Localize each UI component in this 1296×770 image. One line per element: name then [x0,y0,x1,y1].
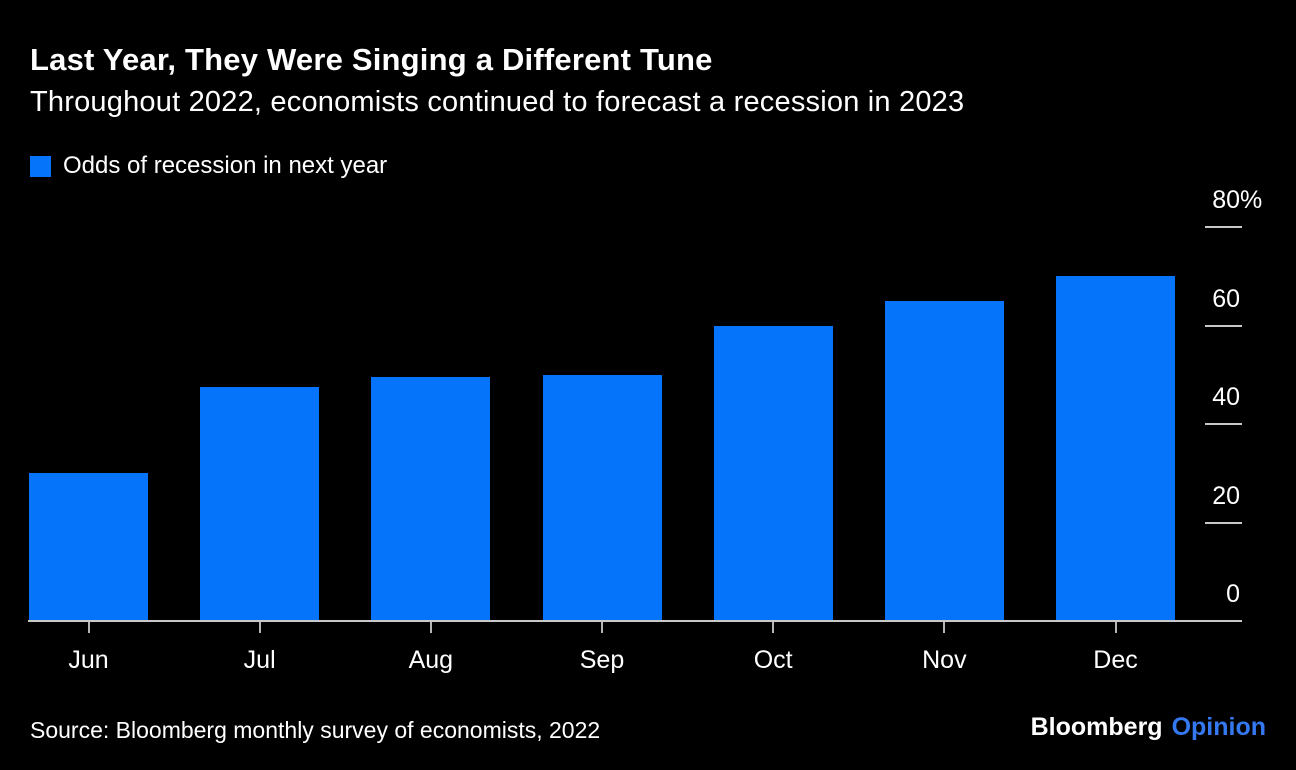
legend-label: Odds of recession in next year [63,152,388,179]
brand-name: Bloomberg [1030,713,1163,741]
chart-title: Last Year, They Were Singing a Different… [30,42,713,77]
bloomberg-opinion-logo: Bloomberg Opinion [1031,713,1266,742]
y-tick-dash-20 [1205,521,1242,524]
bar-dec [1056,276,1176,621]
x-axis-label-oct: Oct [753,646,793,674]
y-tick-dash-80 [1205,226,1242,228]
x-axis-label-nov: Nov [922,646,967,674]
y-axis-label-80: 80% [1212,186,1263,214]
bar-nov [884,300,1004,621]
chart-subtitle: Throughout 2022, economists continued to… [30,86,965,118]
x-axis-label-jun: Jun [68,646,109,674]
x-tick-dec [1114,622,1117,633]
brand-product: Opinion [1171,713,1266,741]
x-axis-label-sep: Sep [579,646,625,674]
y-axis-label-60: 60 [1212,284,1240,313]
bar-sep [542,374,662,621]
y-axis-label-0: 0 [1226,580,1240,608]
x-axis-label-aug: Aug [408,646,454,674]
y-axis-percent-suffix: % [1240,186,1263,214]
y-axis-label-20: 20 [1212,481,1240,510]
x-axis-line [28,620,1242,622]
bar-oct [713,325,833,621]
legend: Odds of recession in next year [30,152,387,180]
bar-jul [200,387,320,621]
source-note: Source: Bloomberg monthly survey of econ… [30,717,601,743]
x-tick-nov [943,622,946,633]
x-tick-oct [772,622,775,633]
legend-swatch-icon [30,155,51,177]
x-axis-label-jul: Jul [243,646,276,674]
bar-aug [371,377,491,621]
x-tick-sep [601,622,603,633]
x-tick-jun [87,622,90,633]
y-tick-dash-60 [1205,324,1242,327]
y-tick-dash-40 [1205,423,1242,425]
x-tick-aug [429,622,432,633]
y-axis-label-40: 40 [1212,383,1240,411]
x-axis-label-dec: Dec [1093,646,1138,674]
x-tick-jul [258,622,261,633]
bar-jun [29,473,148,621]
